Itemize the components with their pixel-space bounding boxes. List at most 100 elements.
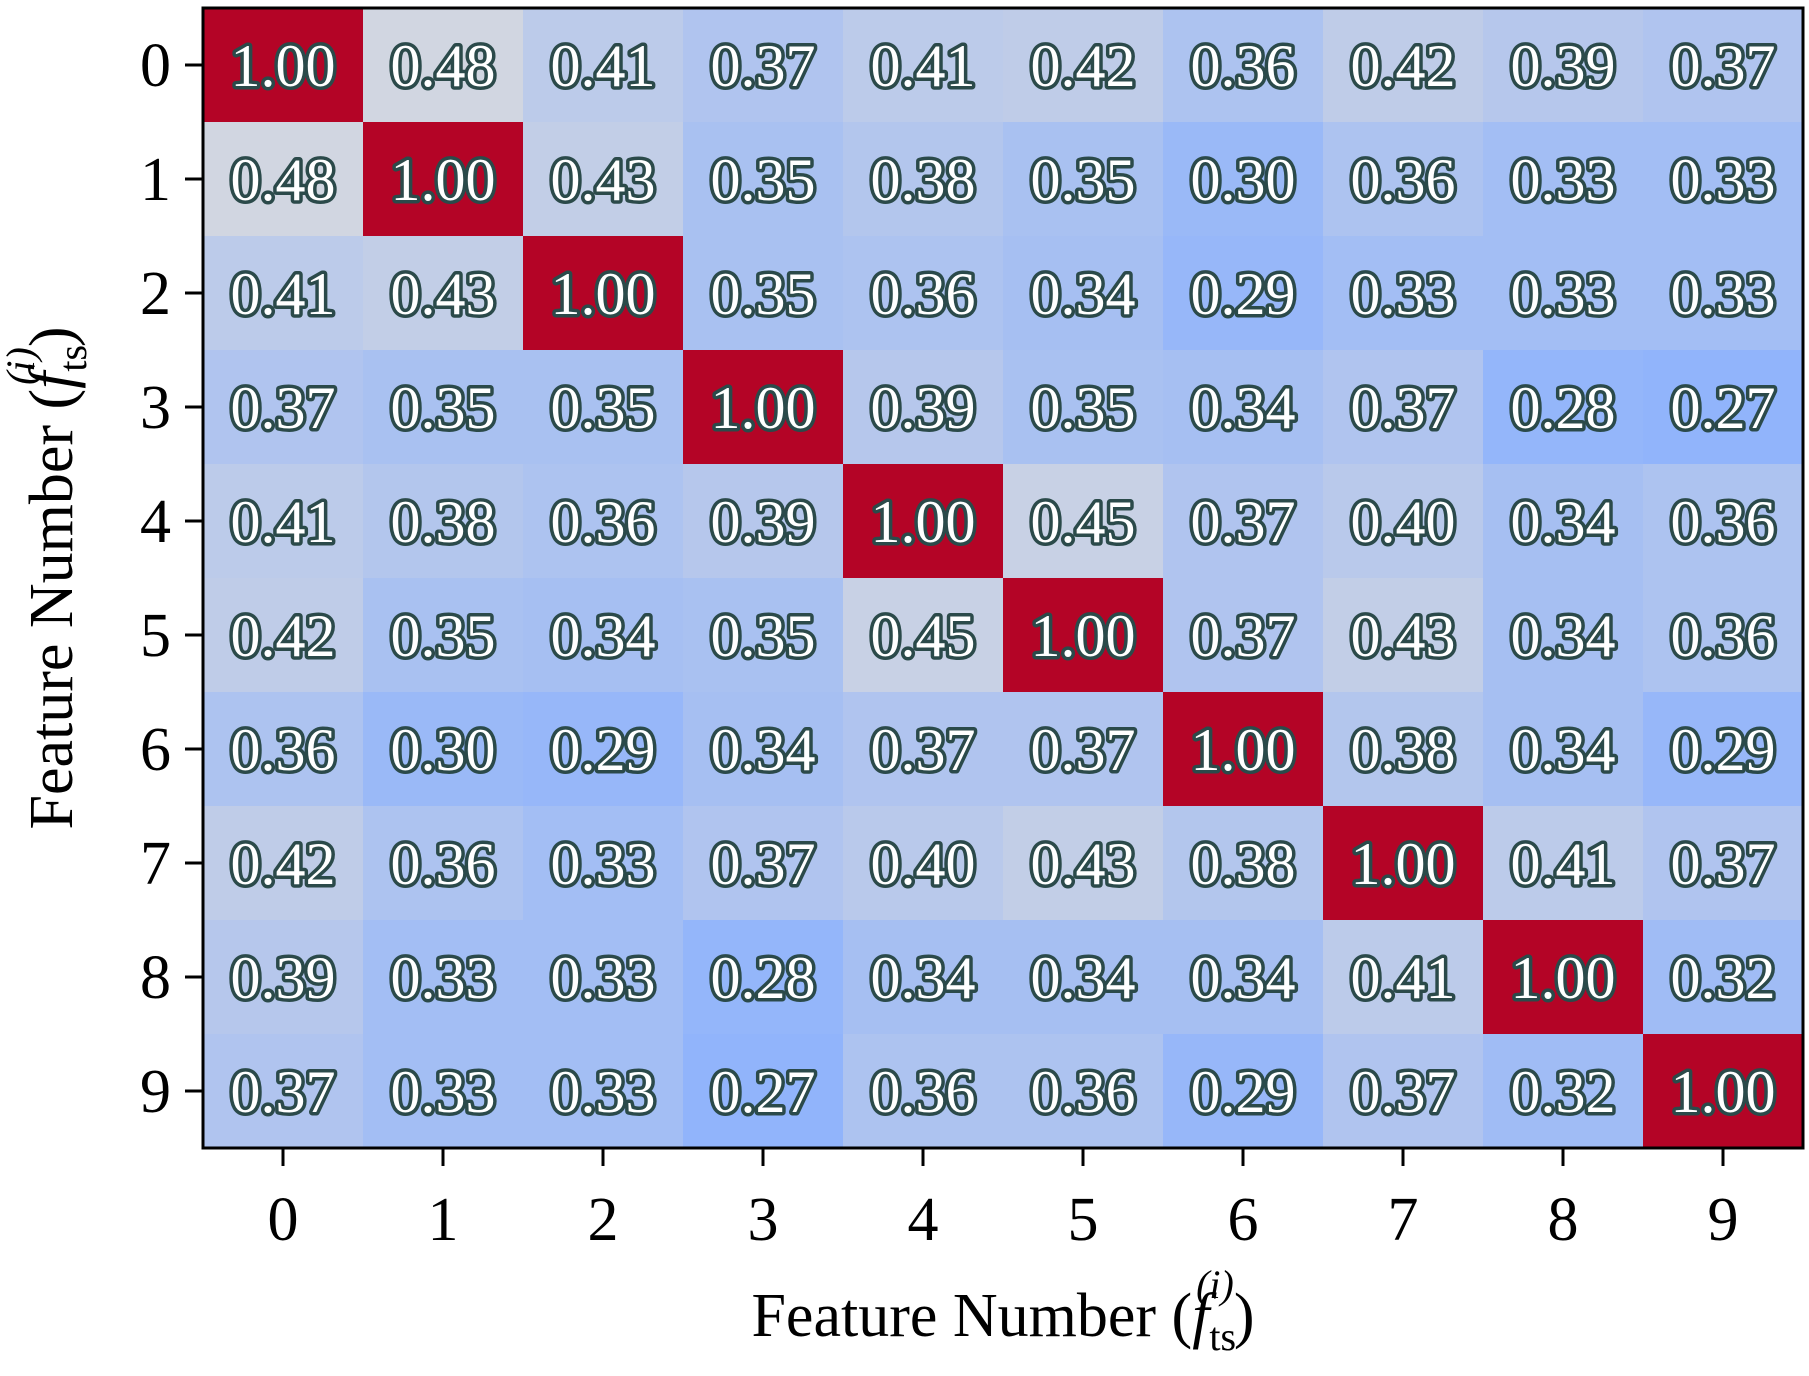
- heatmap-cell-label: 0.42: [231, 831, 336, 897]
- heatmap-cell-label: 0.37: [1671, 33, 1776, 99]
- heatmap-cell: [1323, 806, 1484, 921]
- heatmap-cell-label: 0.33: [1671, 261, 1776, 327]
- heatmap-cell-label: 0.27: [711, 1059, 816, 1125]
- heatmap-cell-label: 0.30: [391, 717, 496, 783]
- heatmap-cell: [1163, 1034, 1324, 1149]
- x-tick-label: 6: [1228, 1186, 1259, 1254]
- heatmap-cell-label: 0.34: [1191, 375, 1296, 441]
- heatmap-cell-label: 0.37: [1191, 489, 1296, 555]
- heatmap-cell-label: 0.42: [1351, 33, 1456, 99]
- heatmap-cell: [363, 122, 524, 237]
- heatmap-cell-label: 0.43: [1351, 603, 1456, 669]
- heatmap-cell: [203, 350, 364, 465]
- heatmap-cell-labels: 1.00 0.48 0.41 0.37 0.41 0.42 0.36 0.42 0.39 0.37…: [227, 30, 1779, 1129]
- heatmap-cell: [523, 920, 684, 1035]
- heatmap-cell: [363, 920, 524, 1035]
- heatmap-cell: [1163, 236, 1324, 351]
- heatmap-cell: [683, 920, 844, 1035]
- heatmap-cell: [1643, 236, 1804, 351]
- heatmap-cell-label: 0.36: [391, 831, 496, 897]
- heatmap-cell-label: 0.29: [1671, 717, 1776, 783]
- heatmap-cell: [1323, 692, 1484, 807]
- heatmap-cell-label: 0.41: [1511, 831, 1616, 897]
- heatmap-cell: [843, 350, 1004, 465]
- heatmap-cell: [1643, 8, 1804, 123]
- heatmap-cell: [683, 122, 844, 237]
- x-tick-label: 8: [1548, 1186, 1579, 1254]
- x-tick-label: 3: [748, 1186, 779, 1254]
- heatmap-cell-label: 0.40: [871, 831, 976, 897]
- heatmap-cell-label: 0.41: [231, 261, 336, 327]
- heatmap-cell-label: 0.33: [551, 831, 656, 897]
- heatmap-cell: [1643, 1034, 1804, 1149]
- heatmap-cell: [683, 806, 844, 921]
- heatmap-cell: [203, 806, 364, 921]
- heatmap-cell-label: 0.29: [551, 717, 656, 783]
- x-axis-ticks: 0 1 2 3 4 5 6 7 8 9: [268, 1148, 1739, 1254]
- heatmap-cell: [843, 8, 1004, 123]
- plot-frame: [201, 6, 1805, 1150]
- y-tick-label: 9: [140, 1058, 171, 1126]
- heatmap-cell: [1163, 464, 1324, 579]
- heatmap-cell: [1163, 920, 1324, 1035]
- heatmap-cell: [1003, 578, 1164, 693]
- heatmap-cell: [683, 8, 844, 123]
- heatmap-cell-label: 0.29: [1191, 1059, 1296, 1125]
- heatmap-cell-label: 0.41: [1351, 945, 1456, 1011]
- x-tick-label: 4: [908, 1186, 939, 1254]
- x-axis-label: Feature Number (fts(i)): [751, 1262, 1254, 1359]
- heatmap-cell: [1003, 122, 1164, 237]
- heatmap-cell: [1163, 806, 1324, 921]
- heatmap-cell: [203, 236, 364, 351]
- heatmap-cells: [203, 8, 1804, 1149]
- heatmap-cell-label: 0.40: [1351, 489, 1456, 555]
- heatmap-cell-label: 0.36: [551, 489, 656, 555]
- heatmap-cell-label: 0.33: [1511, 261, 1616, 327]
- heatmap-cell: [1163, 692, 1324, 807]
- heatmap-cell: [363, 350, 524, 465]
- heatmap-cell-label: 0.30: [1191, 147, 1296, 213]
- heatmap-cell-label: 0.39: [871, 375, 976, 441]
- heatmap-cell: [843, 692, 1004, 807]
- heatmap-cell: [203, 1034, 364, 1149]
- x-tick-label: 5: [1068, 1186, 1099, 1254]
- heatmap-cell-label: 0.36: [1191, 33, 1296, 99]
- heatmap-cell: [1003, 350, 1164, 465]
- heatmap-cell-label: 0.35: [391, 375, 496, 441]
- y-tick-label: 8: [140, 944, 171, 1012]
- heatmap-cell: [683, 578, 844, 693]
- y-axis-label-suffix: ): [18, 326, 86, 347]
- y-tick-label: 2: [140, 260, 171, 328]
- heatmap-cell-label: 0.48: [391, 33, 496, 99]
- heatmap-cell-label: 0.36: [1671, 489, 1776, 555]
- heatmap-cell: [1323, 1034, 1484, 1149]
- heatmap-cell-label: 1.00: [711, 375, 816, 441]
- heatmap-cell-label: 0.36: [1351, 147, 1456, 213]
- heatmap-cell: [1323, 920, 1484, 1035]
- heatmap-cell-label: 0.34: [1191, 945, 1296, 1011]
- heatmap-cell: [1643, 122, 1804, 237]
- heatmap-cell-label: 0.37: [1351, 375, 1456, 441]
- heatmap-cell: [1323, 464, 1484, 579]
- heatmap-cell: [363, 1034, 524, 1149]
- heatmap-cell-label: 0.32: [1671, 945, 1776, 1011]
- heatmap-cell-label: 1.00: [231, 33, 336, 99]
- x-axis-label-sup: (i): [1196, 1262, 1234, 1307]
- heatmap-cell: [683, 236, 844, 351]
- heatmap-cell-label: 0.36: [231, 717, 336, 783]
- heatmap-cell-label: 0.37: [1031, 717, 1136, 783]
- y-axis-label-sub: ts: [50, 345, 95, 372]
- heatmap-cell-label: 0.28: [1511, 375, 1616, 441]
- heatmap-cell: [203, 464, 364, 579]
- x-tick-label: 2: [588, 1186, 619, 1254]
- heatmap-cell: [1483, 122, 1644, 237]
- heatmap-cell-label: 0.38: [1351, 717, 1456, 783]
- heatmap-cell-label: 0.34: [1511, 603, 1616, 669]
- heatmap-cell: [1323, 8, 1484, 123]
- heatmap-cell-label: 0.28: [711, 945, 816, 1011]
- heatmap-cell-label: 0.38: [391, 489, 496, 555]
- heatmap-cell: [1643, 692, 1804, 807]
- y-axis-ticks: 0 1 2 3 4 5 6 7 8 9: [140, 32, 203, 1126]
- heatmap-cell: [843, 578, 1004, 693]
- heatmap-cell: [523, 578, 684, 693]
